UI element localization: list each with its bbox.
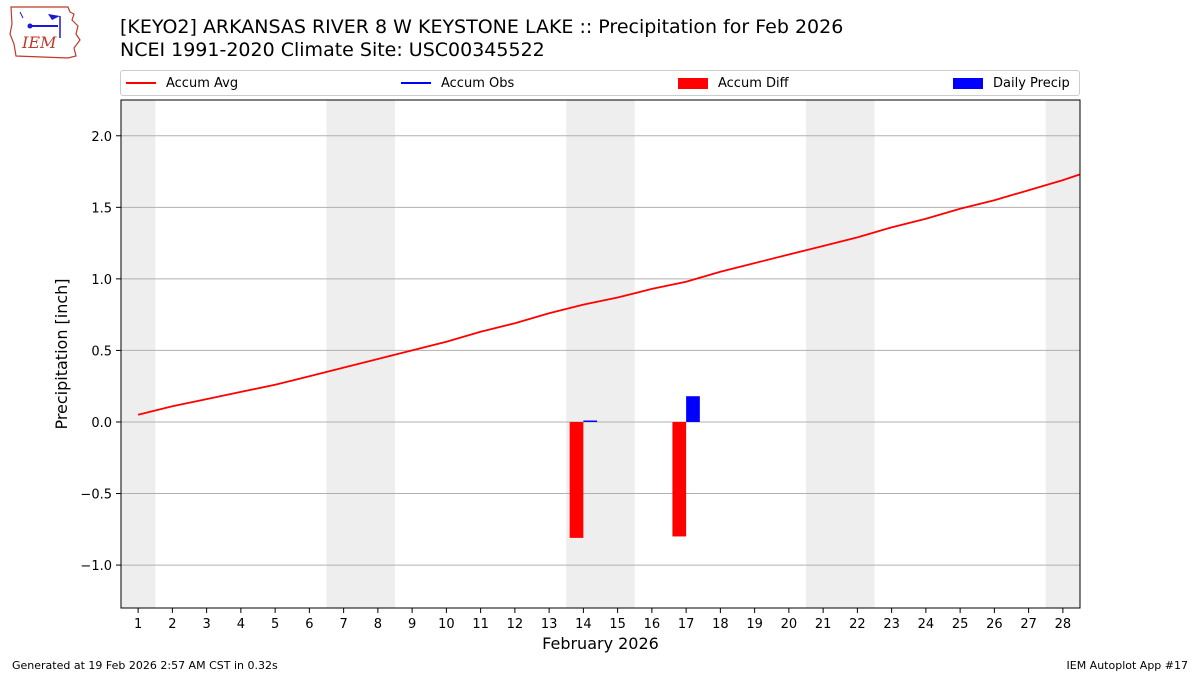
x-tick-label: 26 — [986, 617, 1003, 632]
x-tick-label: 6 — [305, 617, 313, 632]
x-tick-label: 24 — [918, 617, 935, 632]
x-tick-label: 18 — [712, 617, 729, 632]
legend-item-accum-obs: Accum Obs — [401, 71, 514, 95]
legend-swatch-accum-diff — [678, 77, 708, 89]
y-tick-label: −1.0 — [80, 559, 112, 574]
legend-label-accum-avg: Accum Avg — [166, 75, 239, 91]
legend-label-daily-precip: Daily Precip — [993, 75, 1070, 91]
x-tick-label: 28 — [1055, 617, 1072, 632]
y-tick-label: 0.0 — [91, 416, 112, 431]
x-tick-label: 1 — [134, 617, 142, 632]
x-tick-label: 13 — [541, 617, 558, 632]
weekend-shade — [806, 100, 875, 608]
x-tick-label: 22 — [849, 617, 866, 632]
x-tick-label: 16 — [644, 617, 661, 632]
legend-item-accum-diff: Accum Diff — [678, 71, 789, 95]
daily-precip-bar — [686, 396, 700, 422]
x-tick-label: 12 — [507, 617, 524, 632]
x-tick-label: 5 — [271, 617, 279, 632]
x-tick-label: 14 — [575, 617, 592, 632]
x-tick-label: 20 — [781, 617, 798, 632]
accum-avg-line — [137, 173, 1081, 416]
y-axis-label: Precipitation [inch] — [52, 278, 71, 429]
y-tick-label: −0.5 — [80, 488, 112, 503]
y-tick-label: 1.0 — [91, 273, 112, 288]
iem-logo: IEM — [9, 6, 81, 59]
x-tick-label: 7 — [339, 617, 347, 632]
chart-subtitle: NCEI 1991-2020 Climate Site: USC00345522 — [120, 39, 545, 61]
legend-swatch-accum-obs — [401, 82, 431, 84]
legend-swatch-accum-avg — [126, 82, 156, 84]
footer-app-label: IEM Autoplot App #17 — [1066, 659, 1189, 672]
weekend-shade — [121, 100, 156, 608]
x-tick-label: 19 — [746, 617, 763, 632]
accum-diff-bar — [569, 421, 584, 538]
legend-label-accum-diff: Accum Diff — [718, 75, 789, 91]
legend-item-daily-precip: Daily Precip — [953, 71, 1070, 95]
x-tick-label: 17 — [678, 617, 695, 632]
footer-generated-text: Generated at 19 Feb 2026 2:57 AM CST in … — [12, 659, 278, 672]
y-tick-label: 2.0 — [91, 130, 112, 145]
accum-diff-bar — [672, 421, 687, 537]
x-tick-label: 8 — [374, 617, 382, 632]
legend: Accum Avg Accum Obs Accum Diff Daily Pre… — [120, 70, 1080, 96]
x-tick-label: 3 — [202, 617, 210, 632]
x-tick-label: 15 — [609, 617, 626, 632]
y-tick-label: 0.5 — [91, 344, 112, 359]
x-tick-label: 27 — [1020, 617, 1037, 632]
legend-item-accum-avg: Accum Avg — [126, 71, 238, 95]
legend-swatch-daily-precip — [953, 77, 983, 89]
x-tick-label: 25 — [952, 617, 969, 632]
plot-frame — [120, 99, 1081, 609]
x-tick-label: 21 — [815, 617, 832, 632]
x-tick-label: 11 — [472, 617, 489, 632]
weekend-shade — [1045, 100, 1080, 608]
chart-title: [KEYO2] ARKANSAS RIVER 8 W KEYSTONE LAKE… — [120, 16, 844, 38]
x-tick-label: 23 — [883, 617, 900, 632]
x-tick-label: 2 — [168, 617, 176, 632]
y-tick-label: 1.5 — [91, 201, 112, 216]
logo-text: IEM — [21, 33, 57, 52]
x-tick-label: 4 — [237, 617, 245, 632]
x-tick-label: 10 — [438, 617, 455, 632]
legend-label-accum-obs: Accum Obs — [441, 75, 515, 91]
daily-precip-bar — [583, 420, 598, 422]
x-axis-label: February 2026 — [542, 634, 659, 653]
weekend-shade — [326, 100, 395, 608]
x-tick-label: 9 — [408, 617, 416, 632]
